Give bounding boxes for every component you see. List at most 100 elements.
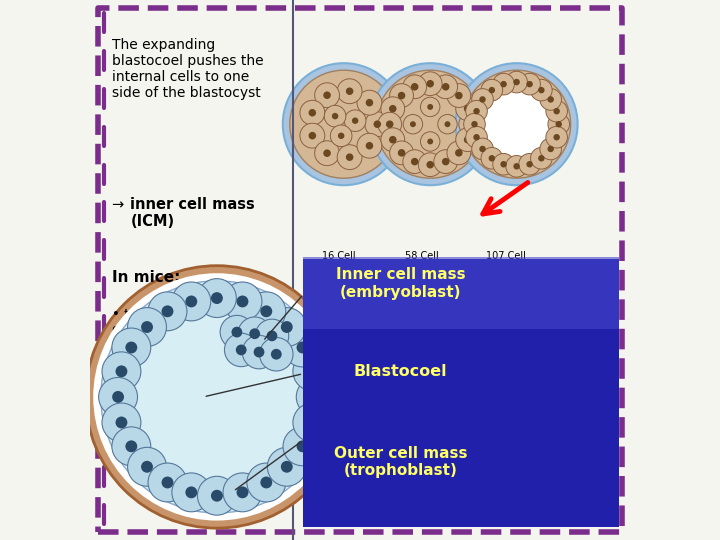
Circle shape: [232, 327, 243, 338]
Circle shape: [531, 79, 552, 101]
Circle shape: [102, 352, 141, 391]
Circle shape: [472, 138, 493, 160]
Circle shape: [466, 126, 487, 148]
Circle shape: [99, 377, 138, 416]
Circle shape: [211, 490, 223, 502]
Circle shape: [323, 91, 330, 99]
Circle shape: [554, 134, 560, 140]
Circle shape: [456, 128, 480, 152]
Text: 107 Cell
(blastocyst)
(5 days): 107 Cell (blastocyst) (5 days): [477, 251, 535, 284]
Circle shape: [369, 63, 491, 185]
Circle shape: [381, 97, 405, 120]
Circle shape: [185, 487, 197, 498]
Circle shape: [261, 476, 272, 488]
Circle shape: [519, 153, 541, 175]
Circle shape: [256, 319, 289, 353]
Circle shape: [271, 349, 282, 360]
Circle shape: [526, 161, 533, 167]
Text: 58 Cell
(blastocyst)
(4 days): 58 Cell (blastocyst) (4 days): [393, 251, 451, 284]
Circle shape: [466, 100, 487, 122]
Circle shape: [86, 266, 348, 528]
Circle shape: [426, 161, 434, 168]
Circle shape: [411, 158, 418, 165]
Circle shape: [281, 321, 293, 333]
Text: Outer cell mass
(trophoblast): Outer cell mass (trophoblast): [334, 446, 467, 478]
Circle shape: [289, 70, 397, 178]
Circle shape: [505, 71, 527, 93]
Circle shape: [459, 112, 482, 136]
Circle shape: [455, 149, 463, 157]
Circle shape: [538, 155, 544, 161]
Circle shape: [267, 308, 306, 347]
Circle shape: [492, 73, 514, 95]
Circle shape: [481, 147, 503, 169]
Circle shape: [390, 141, 413, 165]
Circle shape: [505, 156, 527, 177]
Text: • trophoblast cells
differentiate into the
fetal membrane system: • trophoblast cells differentiate into t…: [112, 308, 271, 351]
Circle shape: [324, 105, 346, 127]
Circle shape: [472, 89, 493, 110]
Text: inner cell mass
(ICM): inner cell mass (ICM): [130, 197, 256, 230]
Circle shape: [346, 153, 354, 161]
Circle shape: [444, 121, 451, 127]
Circle shape: [481, 79, 503, 101]
Circle shape: [546, 126, 567, 148]
Circle shape: [420, 97, 440, 117]
Circle shape: [281, 461, 293, 472]
Circle shape: [337, 145, 362, 170]
Circle shape: [112, 328, 150, 367]
Circle shape: [390, 84, 413, 107]
Circle shape: [357, 133, 382, 158]
Circle shape: [267, 447, 306, 486]
Circle shape: [426, 80, 434, 87]
Text: • inner cell mass forms
the whole body of the
embryo and
extraembryonic
(primiti: • inner cell mass forms the whole body o…: [112, 394, 266, 467]
Circle shape: [127, 308, 166, 347]
Circle shape: [546, 100, 567, 122]
Circle shape: [223, 473, 262, 512]
Circle shape: [500, 81, 507, 87]
Circle shape: [434, 75, 458, 99]
Circle shape: [283, 427, 322, 465]
Circle shape: [247, 463, 286, 502]
Circle shape: [473, 134, 480, 140]
Circle shape: [519, 73, 541, 95]
Circle shape: [148, 463, 187, 502]
Circle shape: [538, 87, 544, 93]
Circle shape: [547, 96, 554, 103]
Circle shape: [310, 391, 322, 403]
Circle shape: [93, 273, 341, 521]
Circle shape: [236, 345, 246, 355]
Circle shape: [332, 113, 338, 119]
Circle shape: [148, 292, 187, 331]
Circle shape: [513, 163, 520, 170]
Circle shape: [266, 330, 277, 341]
Circle shape: [101, 281, 333, 513]
Circle shape: [237, 295, 248, 307]
Circle shape: [473, 108, 480, 114]
Circle shape: [330, 125, 352, 146]
Circle shape: [344, 110, 366, 131]
Circle shape: [442, 158, 449, 165]
Circle shape: [242, 335, 276, 369]
Circle shape: [374, 120, 381, 128]
Circle shape: [500, 161, 507, 167]
Circle shape: [197, 279, 236, 318]
Circle shape: [352, 117, 359, 124]
Circle shape: [172, 473, 211, 512]
Circle shape: [127, 447, 166, 486]
Circle shape: [540, 89, 562, 110]
Circle shape: [397, 149, 405, 157]
Circle shape: [427, 138, 433, 145]
Circle shape: [442, 83, 449, 91]
Circle shape: [402, 75, 426, 99]
Circle shape: [220, 315, 253, 349]
Circle shape: [315, 83, 340, 107]
Circle shape: [161, 476, 174, 488]
Circle shape: [300, 100, 325, 125]
Circle shape: [307, 366, 318, 377]
Circle shape: [438, 114, 457, 134]
Circle shape: [420, 132, 440, 151]
Circle shape: [455, 92, 463, 99]
Circle shape: [456, 63, 577, 185]
Circle shape: [386, 120, 394, 128]
